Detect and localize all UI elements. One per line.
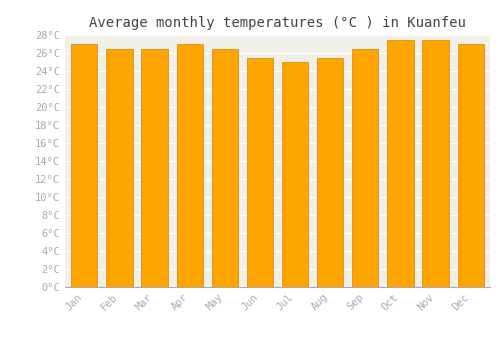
Bar <box>458 44 484 287</box>
Bar <box>247 57 273 287</box>
Bar <box>142 49 168 287</box>
Bar <box>282 62 308 287</box>
Bar <box>176 44 203 287</box>
Bar <box>352 49 378 287</box>
Bar <box>317 57 344 287</box>
Bar <box>71 44 98 287</box>
Bar <box>422 40 448 287</box>
Bar <box>106 49 132 287</box>
Bar <box>212 49 238 287</box>
Bar <box>388 40 413 287</box>
Title: Average monthly temperatures (°C ) in Kuanfeu: Average monthly temperatures (°C ) in Ku… <box>89 16 466 30</box>
